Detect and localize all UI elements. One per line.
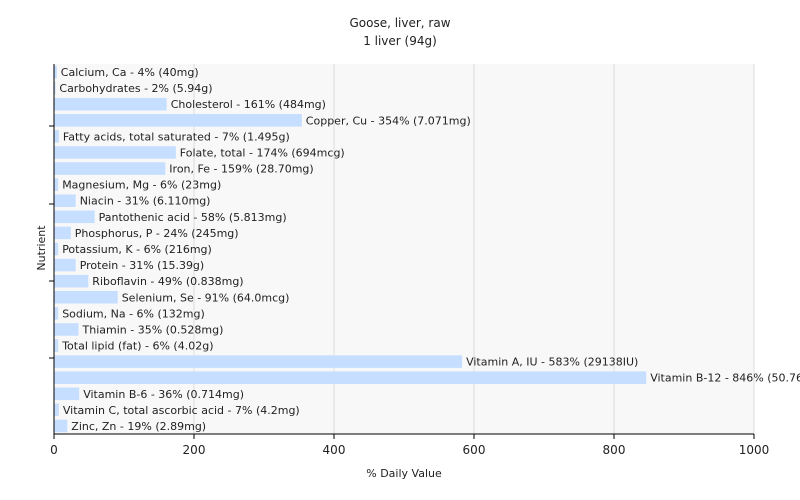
bar-label: Potassium, K - 6% (216mg) — [62, 243, 212, 256]
bar — [54, 81, 56, 95]
bar — [54, 387, 80, 401]
plot-area: Calcium, Ca - 4% (40mg) Carbohydrates - 2… — [49, 64, 800, 457]
bar — [54, 242, 59, 256]
bar-label: Sodium, Na - 6% (132mg) — [62, 307, 205, 320]
x-tick-label: 400 — [323, 443, 346, 457]
bar — [54, 162, 166, 175]
bar-label: Vitamin B-12 - 846% (50.76mcg) — [650, 372, 800, 385]
x-tick-label: 200 — [183, 443, 206, 457]
x-tick-label: 0 — [50, 443, 58, 457]
bar — [54, 114, 302, 127]
bar — [54, 258, 76, 272]
bar — [54, 403, 59, 417]
bar — [54, 419, 68, 433]
bar-label: Iron, Fe - 159% (28.70mg) — [169, 163, 313, 176]
bar-label: Niacin - 31% (6.110mg) — [80, 195, 211, 208]
bar-label: Folate, total - 174% (694mcg) — [180, 146, 345, 159]
bar-label: Fatty acids, total saturated - 7% (1.495… — [63, 130, 290, 143]
bar — [54, 307, 59, 320]
bar-label: Protein - 31% (15.39g) — [80, 259, 205, 272]
chart-subtitle: 1 liver (94g) — [363, 34, 437, 48]
bar-label: Phosphorus, P - 24% (245mg) — [75, 227, 239, 240]
bar — [54, 65, 57, 79]
bar — [54, 97, 167, 111]
bar-label: Copper, Cu - 354% (7.071mg) — [306, 114, 471, 127]
bar — [54, 210, 95, 224]
x-tick-label: 600 — [463, 443, 486, 457]
bar-label: Thiamin - 35% (0.528mg) — [82, 323, 224, 336]
bar — [54, 146, 176, 159]
bar — [54, 178, 59, 191]
bar — [54, 226, 71, 240]
bar-label: Vitamin B-6 - 36% (0.714mg) — [83, 388, 244, 401]
bar-label: Total lipid (fat) - 6% (4.02g) — [61, 340, 213, 353]
bar — [54, 355, 463, 368]
bar — [54, 323, 79, 336]
bar — [54, 371, 647, 384]
bar — [54, 274, 89, 288]
bar — [54, 339, 59, 352]
bar-label: Riboflavin - 49% (0.838mg) — [92, 275, 243, 288]
bar-label: Vitamin A, IU - 583% (29138IU) — [466, 356, 638, 369]
x-tick-label: 1000 — [739, 443, 770, 457]
bar-label: Cholesterol - 161% (484mg) — [171, 98, 326, 111]
bar-label: Pantothenic acid - 58% (5.813mg) — [99, 211, 287, 224]
bar-label: Magnesium, Mg - 6% (23mg) — [62, 179, 221, 192]
bar — [54, 290, 118, 304]
x-tick-label: 800 — [603, 443, 626, 457]
y-axis-label: Nutrient — [35, 225, 48, 271]
x-axis-label: % Daily Value — [366, 467, 442, 480]
bar — [54, 130, 59, 143]
bar-label: Zinc, Zn - 19% (2.89mg) — [71, 420, 206, 433]
bar-label: Vitamin C, total ascorbic acid - 7% (4.2… — [63, 404, 300, 417]
bar-label: Selenium, Se - 91% (64.0mcg) — [122, 291, 290, 304]
bar-label: Carbohydrates - 2% (5.94g) — [59, 82, 212, 95]
bar-label: Calcium, Ca - 4% (40mg) — [61, 66, 199, 79]
bar — [54, 194, 76, 208]
chart-title: Goose, liver, raw — [349, 16, 450, 30]
